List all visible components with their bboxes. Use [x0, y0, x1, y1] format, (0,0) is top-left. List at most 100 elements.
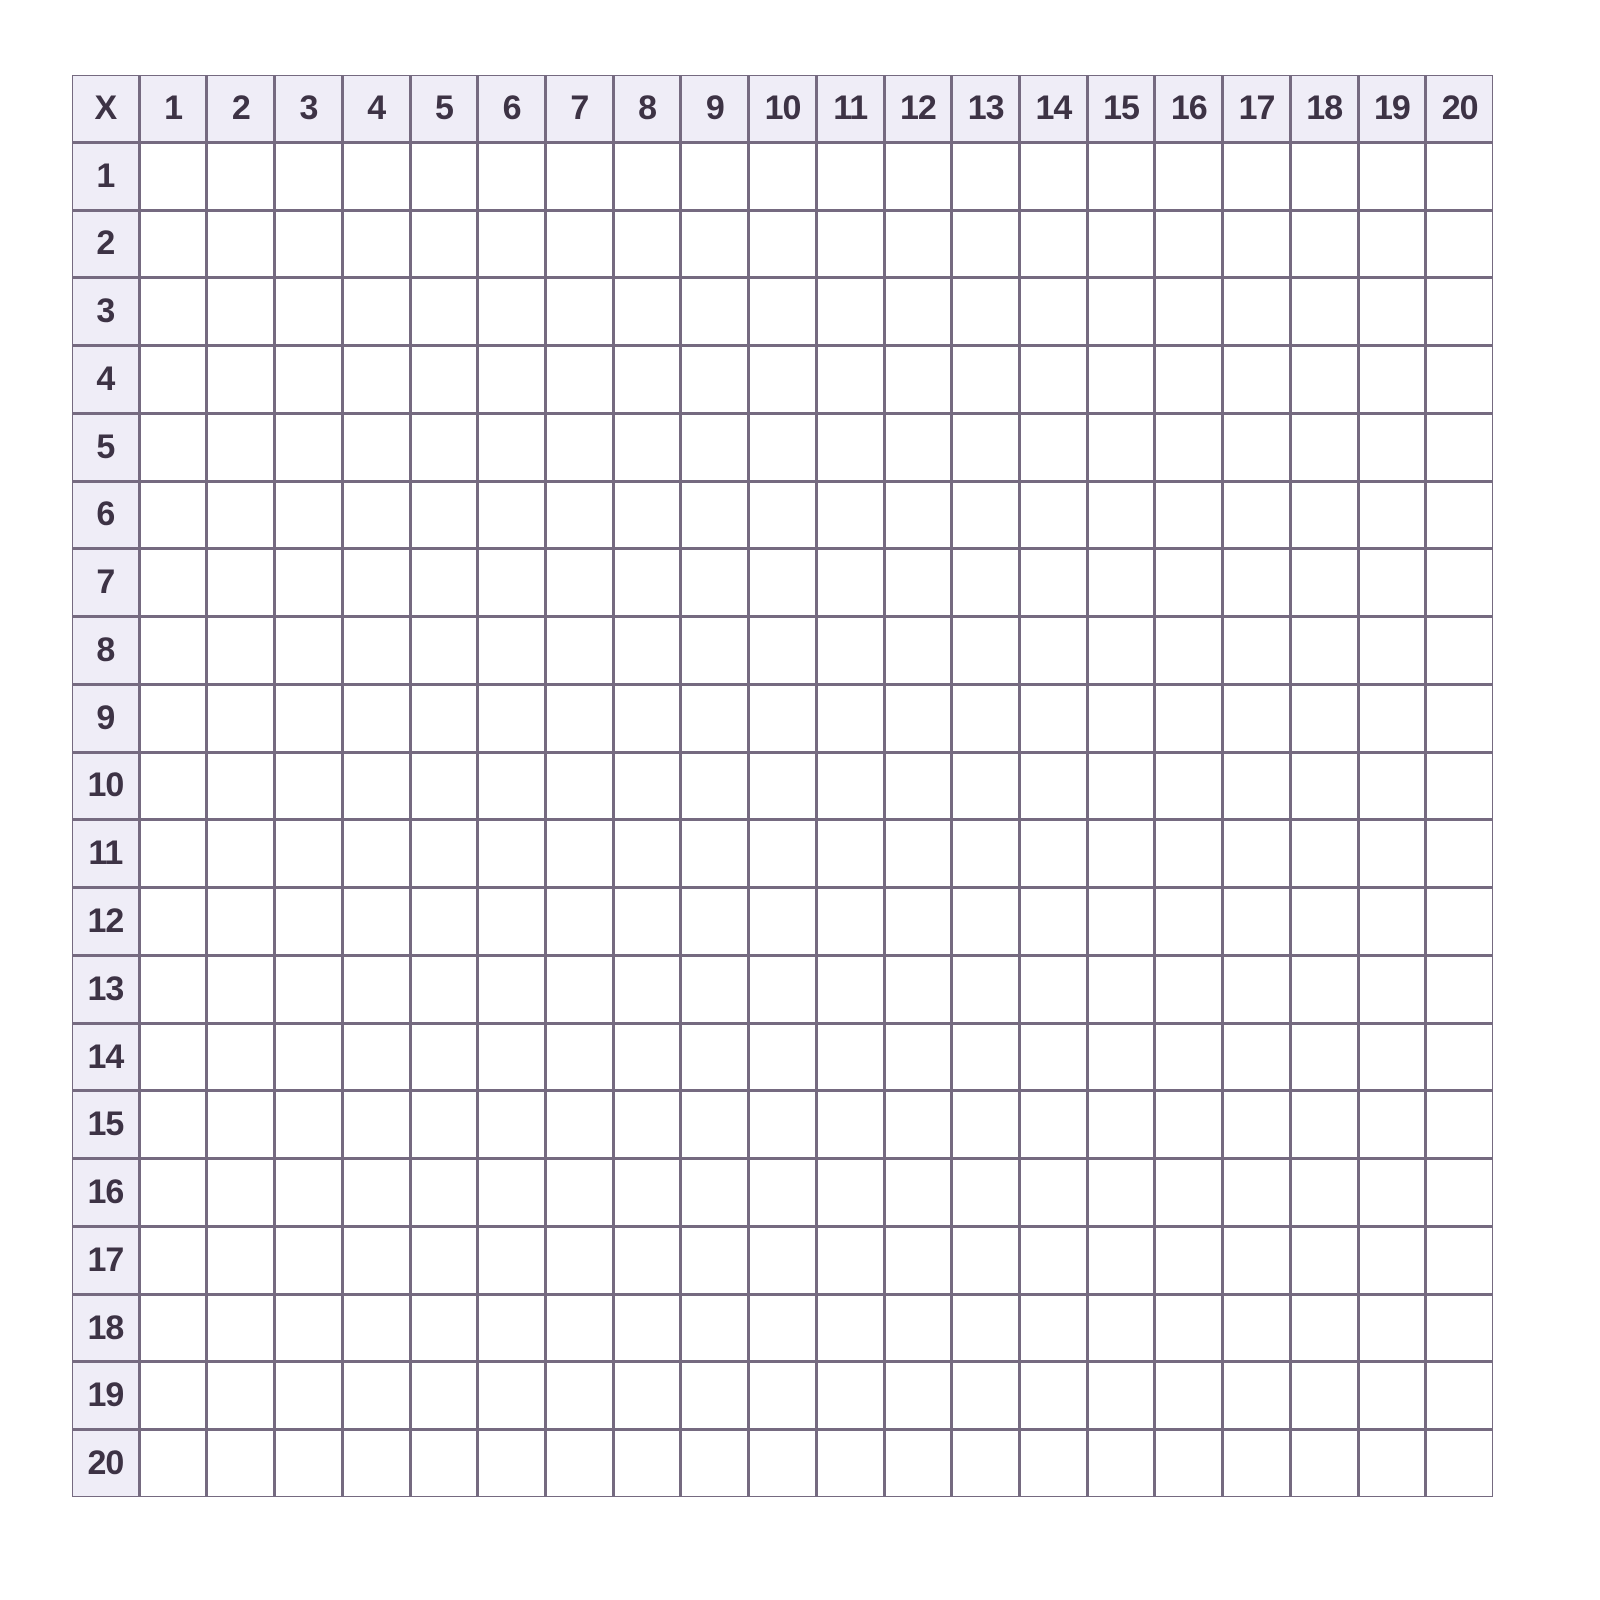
answer-cell[interactable] — [1359, 1024, 1425, 1090]
answer-cell[interactable] — [1291, 1024, 1357, 1090]
answer-cell[interactable] — [885, 685, 951, 751]
answer-cell[interactable] — [1224, 685, 1289, 751]
answer-cell[interactable] — [750, 279, 815, 345]
answer-cell[interactable] — [479, 1431, 544, 1496]
answer-cell[interactable] — [276, 550, 341, 616]
answer-cell[interactable] — [750, 1363, 815, 1429]
answer-cell[interactable] — [953, 618, 1018, 683]
answer-cell[interactable] — [1021, 1431, 1086, 1496]
answer-cell[interactable] — [1359, 821, 1425, 887]
answer-cell[interactable] — [1088, 1295, 1154, 1361]
answer-cell[interactable] — [817, 1160, 883, 1225]
answer-cell[interactable] — [1224, 1363, 1289, 1429]
answer-cell[interactable] — [1359, 1160, 1425, 1225]
answer-cell[interactable] — [614, 1160, 680, 1225]
answer-cell[interactable] — [1021, 1160, 1086, 1225]
answer-cell[interactable] — [479, 211, 544, 277]
answer-cell[interactable] — [411, 550, 477, 616]
answer-cell[interactable] — [1359, 347, 1425, 412]
answer-cell[interactable] — [885, 279, 951, 345]
answer-cell[interactable] — [885, 956, 951, 1022]
answer-cell[interactable] — [276, 211, 341, 277]
answer-cell[interactable] — [953, 347, 1018, 412]
answer-cell[interactable] — [953, 1363, 1018, 1429]
answer-cell[interactable] — [1156, 1227, 1222, 1293]
answer-cell[interactable] — [276, 1227, 341, 1293]
answer-cell[interactable] — [750, 956, 815, 1022]
answer-cell[interactable] — [817, 685, 883, 751]
answer-cell[interactable] — [1427, 685, 1492, 751]
answer-cell[interactable] — [479, 1024, 544, 1090]
answer-cell[interactable] — [1088, 143, 1154, 209]
answer-cell[interactable] — [411, 1024, 477, 1090]
answer-cell[interactable] — [1224, 1431, 1289, 1496]
answer-cell[interactable] — [140, 1160, 206, 1225]
answer-cell[interactable] — [1427, 1024, 1492, 1090]
answer-cell[interactable] — [208, 889, 274, 954]
answer-cell[interactable] — [682, 143, 748, 209]
answer-cell[interactable] — [953, 956, 1018, 1022]
answer-cell[interactable] — [1156, 889, 1222, 954]
answer-cell[interactable] — [1021, 821, 1086, 887]
answer-cell[interactable] — [1088, 1363, 1154, 1429]
answer-cell[interactable] — [208, 279, 274, 345]
answer-cell[interactable] — [343, 482, 409, 548]
answer-cell[interactable] — [885, 889, 951, 954]
answer-cell[interactable] — [343, 1227, 409, 1293]
answer-cell[interactable] — [1088, 753, 1154, 819]
answer-cell[interactable] — [547, 211, 612, 277]
answer-cell[interactable] — [1359, 685, 1425, 751]
answer-cell[interactable] — [614, 482, 680, 548]
answer-cell[interactable] — [1156, 414, 1222, 480]
answer-cell[interactable] — [885, 821, 951, 887]
answer-cell[interactable] — [817, 1227, 883, 1293]
answer-cell[interactable] — [343, 1295, 409, 1361]
answer-cell[interactable] — [1156, 1431, 1222, 1496]
answer-cell[interactable] — [614, 347, 680, 412]
answer-cell[interactable] — [1291, 889, 1357, 954]
answer-cell[interactable] — [885, 1227, 951, 1293]
answer-cell[interactable] — [1088, 550, 1154, 616]
answer-cell[interactable] — [682, 1227, 748, 1293]
answer-cell[interactable] — [343, 1092, 409, 1158]
answer-cell[interactable] — [343, 414, 409, 480]
answer-cell[interactable] — [140, 211, 206, 277]
answer-cell[interactable] — [547, 347, 612, 412]
answer-cell[interactable] — [1291, 618, 1357, 683]
answer-cell[interactable] — [1224, 1227, 1289, 1293]
answer-cell[interactable] — [1156, 211, 1222, 277]
answer-cell[interactable] — [953, 414, 1018, 480]
answer-cell[interactable] — [682, 482, 748, 548]
answer-cell[interactable] — [1156, 347, 1222, 412]
answer-cell[interactable] — [953, 1092, 1018, 1158]
answer-cell[interactable] — [343, 685, 409, 751]
answer-cell[interactable] — [1156, 753, 1222, 819]
answer-cell[interactable] — [1224, 1295, 1289, 1361]
answer-cell[interactable] — [411, 618, 477, 683]
answer-cell[interactable] — [547, 1160, 612, 1225]
answer-cell[interactable] — [547, 1431, 612, 1496]
answer-cell[interactable] — [1427, 143, 1492, 209]
answer-cell[interactable] — [1427, 279, 1492, 345]
answer-cell[interactable] — [885, 347, 951, 412]
answer-cell[interactable] — [343, 618, 409, 683]
answer-cell[interactable] — [682, 889, 748, 954]
answer-cell[interactable] — [411, 414, 477, 480]
answer-cell[interactable] — [1088, 1092, 1154, 1158]
answer-cell[interactable] — [411, 1431, 477, 1496]
answer-cell[interactable] — [614, 1227, 680, 1293]
answer-cell[interactable] — [208, 618, 274, 683]
answer-cell[interactable] — [479, 753, 544, 819]
answer-cell[interactable] — [411, 753, 477, 819]
answer-cell[interactable] — [411, 143, 477, 209]
answer-cell[interactable] — [885, 753, 951, 819]
answer-cell[interactable] — [140, 143, 206, 209]
answer-cell[interactable] — [1156, 1363, 1222, 1429]
answer-cell[interactable] — [682, 1024, 748, 1090]
answer-cell[interactable] — [411, 685, 477, 751]
answer-cell[interactable] — [411, 889, 477, 954]
answer-cell[interactable] — [276, 1024, 341, 1090]
answer-cell[interactable] — [885, 1160, 951, 1225]
answer-cell[interactable] — [1359, 956, 1425, 1022]
answer-cell[interactable] — [1224, 889, 1289, 954]
